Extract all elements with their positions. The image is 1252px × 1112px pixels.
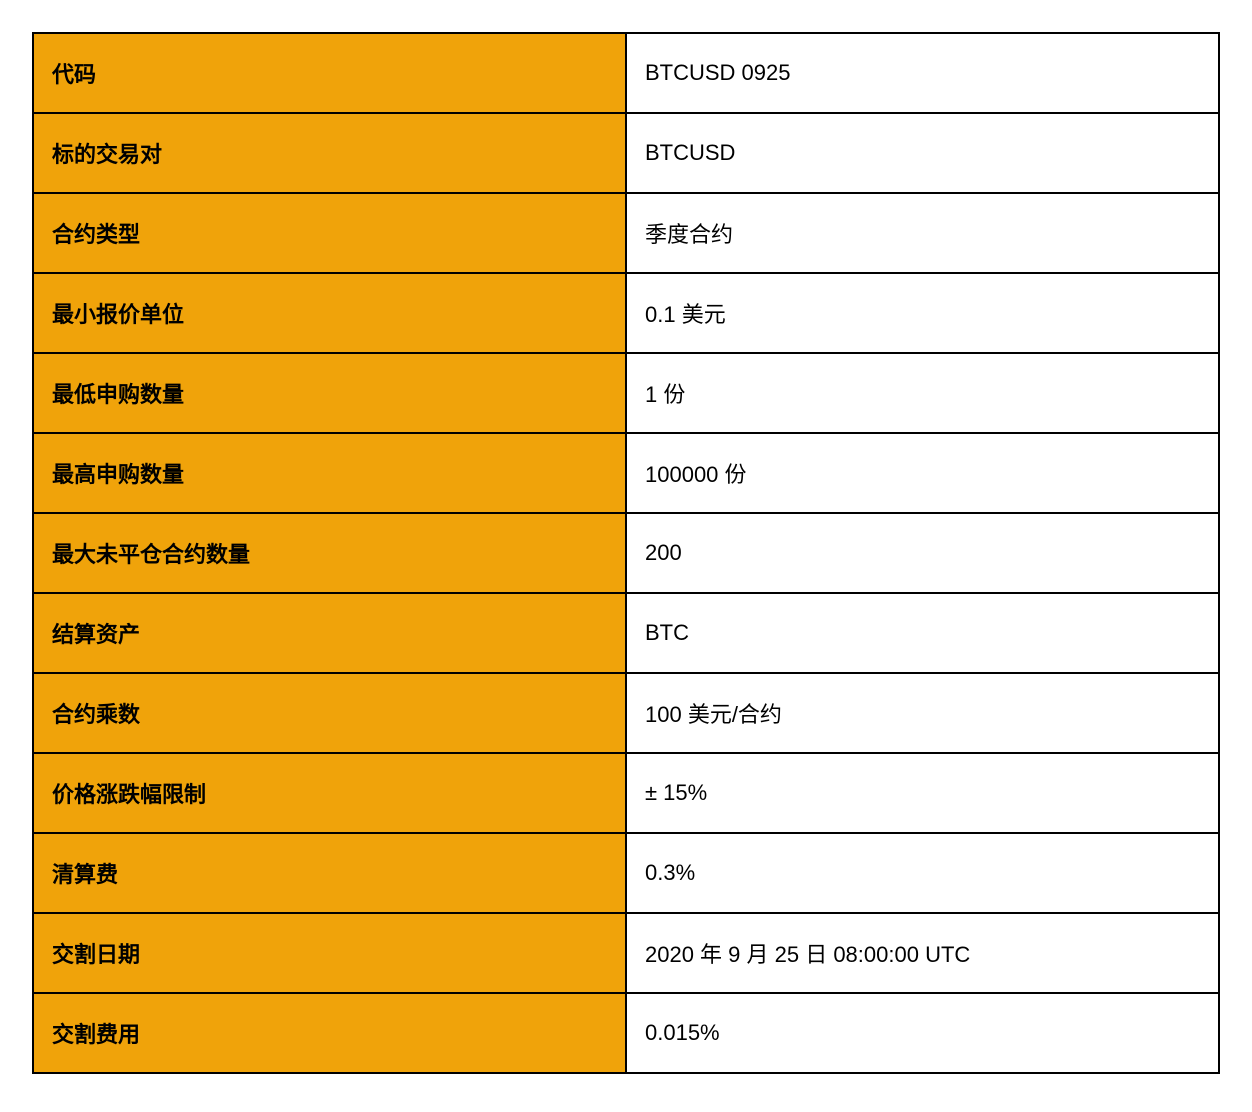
row-label: 最高申购数量 (33, 433, 626, 513)
row-value: ± 15% (626, 753, 1219, 833)
row-value: 0.1 美元 (626, 273, 1219, 353)
row-value: 100000 份 (626, 433, 1219, 513)
row-label: 价格涨跌幅限制 (33, 753, 626, 833)
table-row: 交割日期 2020 年 9 月 25 日 08:00:00 UTC (33, 913, 1219, 993)
row-value: 季度合约 (626, 193, 1219, 273)
row-label: 最低申购数量 (33, 353, 626, 433)
row-label: 合约乘数 (33, 673, 626, 753)
table-row: 代码 BTCUSD 0925 (33, 33, 1219, 113)
table-row: 最大未平仓合约数量 200 (33, 513, 1219, 593)
row-value: BTCUSD 0925 (626, 33, 1219, 113)
row-value: 1 份 (626, 353, 1219, 433)
row-label: 代码 (33, 33, 626, 113)
row-label: 最大未平仓合约数量 (33, 513, 626, 593)
row-label: 标的交易对 (33, 113, 626, 193)
table-row: 价格涨跌幅限制 ± 15% (33, 753, 1219, 833)
table-row: 合约类型 季度合约 (33, 193, 1219, 273)
row-value: 100 美元/合约 (626, 673, 1219, 753)
row-label: 清算费 (33, 833, 626, 913)
row-value: 200 (626, 513, 1219, 593)
row-value: BTC (626, 593, 1219, 673)
table-row: 合约乘数 100 美元/合约 (33, 673, 1219, 753)
row-value: 0.015% (626, 993, 1219, 1073)
table-body: 代码 BTCUSD 0925 标的交易对 BTCUSD 合约类型 季度合约 最小… (33, 33, 1219, 1073)
row-label: 结算资产 (33, 593, 626, 673)
row-value: 2020 年 9 月 25 日 08:00:00 UTC (626, 913, 1219, 993)
table-row: 最低申购数量 1 份 (33, 353, 1219, 433)
table-row: 标的交易对 BTCUSD (33, 113, 1219, 193)
row-value: 0.3% (626, 833, 1219, 913)
row-label: 交割日期 (33, 913, 626, 993)
row-label: 交割费用 (33, 993, 626, 1073)
table-row: 结算资产 BTC (33, 593, 1219, 673)
table-row: 最小报价单位 0.1 美元 (33, 273, 1219, 353)
row-label: 最小报价单位 (33, 273, 626, 353)
contract-spec-table: 代码 BTCUSD 0925 标的交易对 BTCUSD 合约类型 季度合约 最小… (32, 32, 1220, 1074)
table-row: 最高申购数量 100000 份 (33, 433, 1219, 513)
row-label: 合约类型 (33, 193, 626, 273)
table-row: 清算费 0.3% (33, 833, 1219, 913)
row-value: BTCUSD (626, 113, 1219, 193)
table-row: 交割费用 0.015% (33, 993, 1219, 1073)
